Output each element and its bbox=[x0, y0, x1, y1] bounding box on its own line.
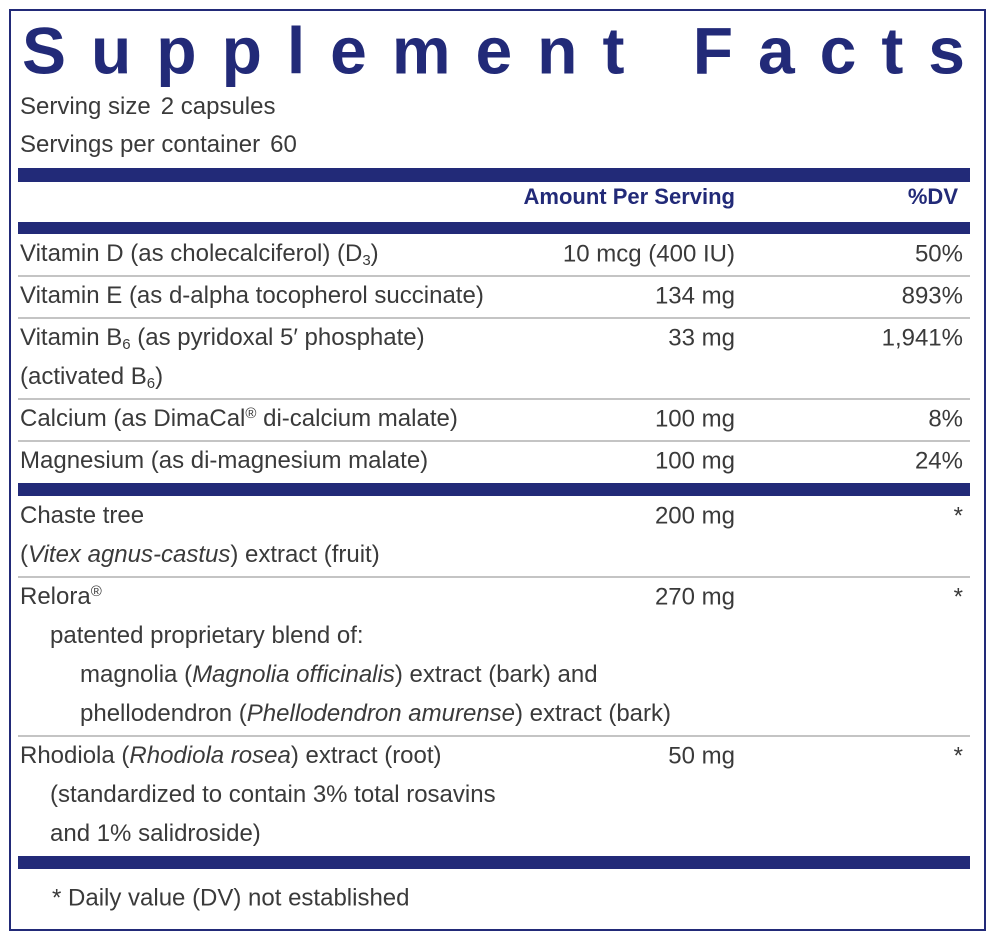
daily-value: 1,941% bbox=[882, 324, 963, 351]
name-text: ) extract (fruit) bbox=[230, 541, 379, 568]
dv-header: %DV bbox=[908, 184, 958, 209]
thick-rule bbox=[18, 222, 970, 234]
title: Supplement Facts bbox=[22, 13, 965, 87]
ingredient-name: (standardized to contain 3% total rosavi… bbox=[50, 781, 496, 808]
name-italic: Vitex agnus-castus bbox=[28, 541, 230, 568]
thick-rule bbox=[18, 856, 970, 869]
name-sup: ® bbox=[245, 405, 256, 422]
ingredient-name: Rhodiola (Rhodiola rosea) extract (root) bbox=[20, 742, 442, 769]
ingredient-name: Relora® bbox=[20, 583, 102, 610]
label-border bbox=[9, 9, 986, 931]
daily-value: 8% bbox=[928, 405, 963, 432]
name-text: Rhodiola ( bbox=[20, 742, 129, 769]
name-italic: Rhodiola rosea bbox=[129, 742, 290, 769]
amount: 270 mg bbox=[655, 583, 735, 610]
amount: 100 mg bbox=[655, 405, 735, 432]
name-text: and 1% salidroside) bbox=[50, 820, 261, 847]
daily-value: * bbox=[954, 583, 963, 610]
name-italic: Phellodendron amurense bbox=[247, 700, 515, 727]
name-text: patented proprietary blend of: bbox=[50, 622, 364, 649]
name-text: Calcium (as DimaCal bbox=[20, 405, 245, 432]
ingredient-name: Vitamin B6 (as pyridoxal 5′ phosphate) bbox=[20, 324, 425, 353]
servings-per-container: Servings per container 60 bbox=[20, 131, 297, 158]
name-text: (standardized to contain 3% total rosavi… bbox=[50, 781, 496, 808]
name-text: ( bbox=[20, 541, 28, 568]
ingredient-name: Calcium (as DimaCal® di-calcium malate) bbox=[20, 405, 458, 432]
ingredient-name: Vitamin D (as cholecalciferol) (D3) bbox=[20, 240, 379, 269]
serving-size-value: 2 capsules bbox=[161, 93, 276, 120]
amount: 10 mcg (400 IU) bbox=[563, 240, 735, 267]
name-text: (activated B bbox=[20, 363, 147, 390]
servings-value: 60 bbox=[270, 131, 297, 158]
name-sub: 6 bbox=[122, 336, 130, 353]
amount: 134 mg bbox=[655, 282, 735, 309]
thick-rule bbox=[18, 168, 970, 182]
name-text: Magnesium (as di-magnesium malate) bbox=[20, 447, 428, 474]
serving-size-label: Serving size bbox=[20, 93, 151, 120]
name-text: Relora bbox=[20, 583, 91, 610]
name-text: Chaste tree bbox=[20, 502, 144, 529]
name-text: Vitamin D (as cholecalciferol) (D bbox=[20, 240, 362, 267]
ingredient-name: and 1% salidroside) bbox=[50, 820, 261, 847]
name-text: ) extract (bark) and bbox=[395, 661, 598, 688]
name-text: ) bbox=[371, 240, 379, 267]
name-text: ) extract (bark) bbox=[515, 700, 671, 727]
name-text: Vitamin E (as d-alpha tocopherol succina… bbox=[20, 282, 484, 309]
amount: 100 mg bbox=[655, 447, 735, 474]
daily-value: 893% bbox=[902, 282, 963, 309]
name-sup: ® bbox=[91, 583, 102, 600]
name-sub: 3 bbox=[362, 252, 370, 269]
name-text: di-calcium malate) bbox=[256, 405, 457, 432]
name-text: (as pyridoxal 5′ phosphate) bbox=[131, 324, 425, 351]
ingredient-name: phellodendron (Phellodendron amurense) e… bbox=[80, 700, 671, 727]
name-sub: 6 bbox=[147, 375, 155, 392]
daily-value: * bbox=[954, 502, 963, 529]
daily-value: 24% bbox=[915, 447, 963, 474]
ingredient-name: Vitamin E (as d-alpha tocopherol succina… bbox=[20, 282, 484, 309]
name-text: magnolia ( bbox=[80, 661, 192, 688]
thick-rule bbox=[18, 483, 970, 496]
serving-size: Serving size 2 capsules bbox=[20, 93, 275, 120]
ingredient-name: patented proprietary blend of: bbox=[50, 622, 364, 649]
ingredient-name: magnolia (Magnolia officinalis) extract … bbox=[80, 661, 598, 688]
servings-label: Servings per container bbox=[20, 131, 260, 158]
amount-header: Amount Per Serving bbox=[524, 184, 735, 209]
footnote: * Daily value (DV) not established bbox=[52, 884, 410, 911]
ingredient-name: Chaste tree bbox=[20, 502, 144, 529]
amount: 50 mg bbox=[668, 742, 735, 769]
name-text: ) bbox=[155, 363, 163, 390]
name-text: phellodendron ( bbox=[80, 700, 247, 727]
amount: 200 mg bbox=[655, 502, 735, 529]
ingredient-name: (Vitex agnus-castus) extract (fruit) bbox=[20, 541, 380, 568]
name-italic: Magnolia officinalis bbox=[192, 661, 395, 688]
daily-value: 50% bbox=[915, 240, 963, 267]
ingredient-name: (activated B6) bbox=[20, 363, 163, 392]
daily-value: * bbox=[954, 742, 963, 769]
name-text: ) extract (root) bbox=[291, 742, 442, 769]
amount: 33 mg bbox=[668, 324, 735, 351]
name-text: Vitamin B bbox=[20, 324, 122, 351]
ingredient-name: Magnesium (as di-magnesium malate) bbox=[20, 447, 428, 474]
